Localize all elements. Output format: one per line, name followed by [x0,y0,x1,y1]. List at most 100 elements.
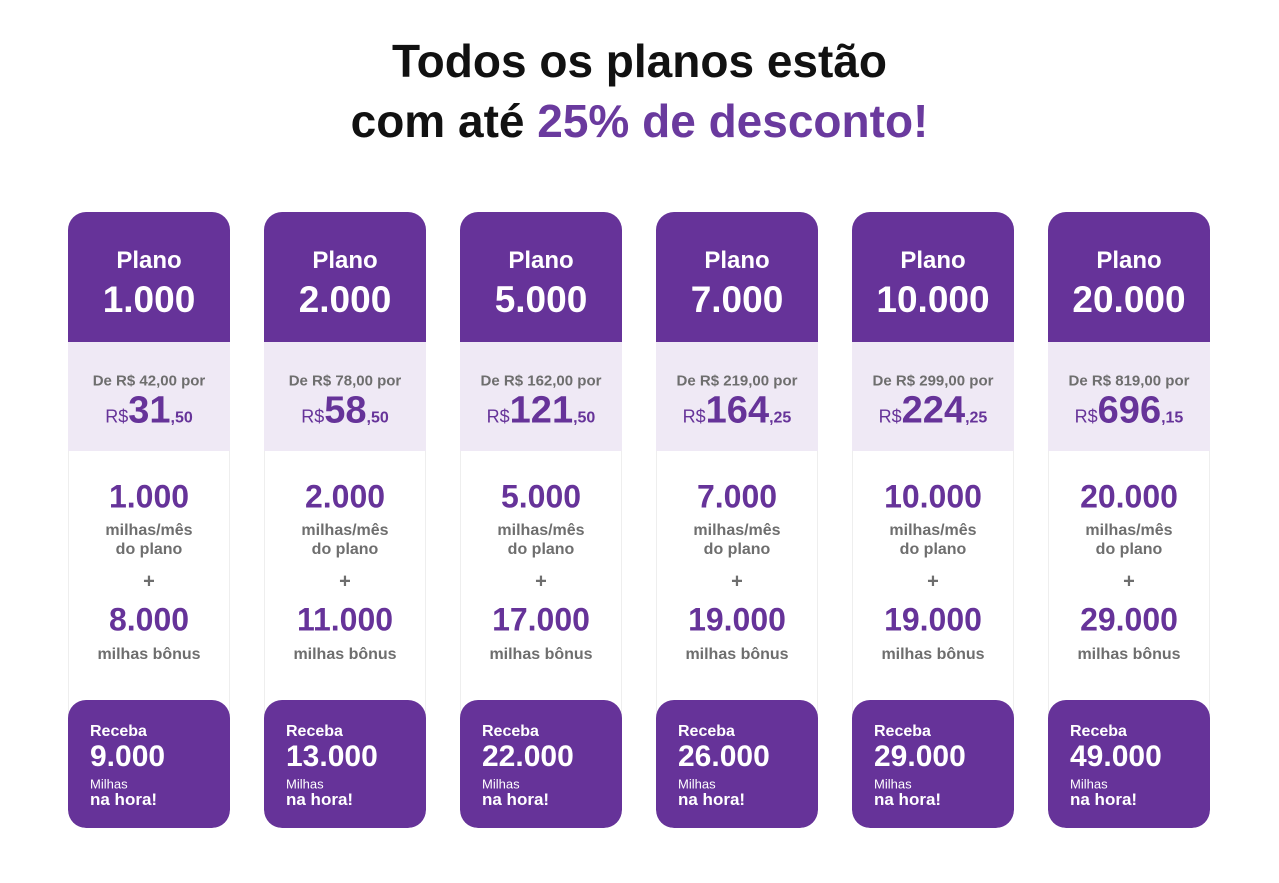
receive-label: Receba [678,723,735,740]
bonus-miles: 8.000 [108,601,190,638]
price-cents: ,25 [769,409,792,427]
price-box [656,342,818,451]
monthly-label: milhas/mês [301,522,389,539]
plan-label: Plano [312,247,378,274]
plan-card: Plano 7.000 De R$ 219,00 por R$164,25 7.000 m… [656,212,818,828]
monthly-label: do plano [507,541,575,558]
now-label: na hora! [286,790,354,809]
price: R$696,15 [1048,390,1210,433]
receive-label: Receba [874,723,931,740]
total-box [460,700,622,828]
price-cents: ,50 [573,409,596,427]
currency: R$ [878,406,902,427]
plan-header [264,212,426,342]
total-miles: 26.000 [678,740,770,773]
headline-highlight: 25% de desconto! [537,95,929,147]
total-miles: 29.000 [874,740,966,773]
monthly-miles: 20.000 [1080,478,1178,515]
receive-label: Receba [286,723,343,740]
bonus-label: milhas bônus [1077,646,1181,663]
price-cents: ,25 [965,409,988,427]
plan-header [1048,212,1210,342]
currency: R$ [301,406,325,427]
monthly-label: do plano [1095,541,1163,558]
plus: + [535,570,547,593]
plus: + [927,570,939,593]
plus: + [731,570,743,593]
monthly-label: do plano [115,541,183,558]
plan-label: Plano [1096,247,1162,274]
plan-label: Plano [116,247,182,274]
plan-header [656,212,818,342]
old-price: De R$ 42,00 por [92,372,206,390]
receive-label: Receba [1070,723,1127,740]
monthly-label: milhas/mês [1085,522,1173,539]
total-miles: 13.000 [286,740,378,773]
plan-name: 2.000 [298,279,392,320]
monthly-label: do plano [311,541,379,558]
old-price: De R$ 162,00 por [480,372,602,390]
total-box [264,700,426,828]
monthly-label: milhas/mês [889,522,977,539]
bonus-miles: 19.000 [688,601,786,638]
plus: + [143,570,155,593]
price: R$58,50 [264,390,426,433]
price-int: 58 [324,389,367,432]
bonus-miles: 17.000 [492,601,590,638]
price-box [68,342,230,451]
price-box [460,342,622,451]
plan-label: Plano [704,247,770,274]
miles-label: Milhas [482,776,520,792]
price: R$164,25 [656,390,818,433]
plan-card: Plano 2.000 De R$ 78,00 por R$58,50 2.000 mil… [264,212,426,828]
plan-label: Plano [508,247,574,274]
bonus-miles: 29.000 [1080,601,1178,638]
miles-label: Milhas [1070,776,1108,792]
currency: R$ [486,406,510,427]
plan-name: 5.000 [494,279,588,320]
price-cents: ,50 [170,409,193,427]
plan-name: 10.000 [876,279,990,320]
old-price: De R$ 219,00 por [676,372,798,390]
plus: + [1123,570,1135,593]
monthly-label: do plano [899,541,967,558]
monthly-miles: 2.000 [304,478,386,515]
bonus-label: milhas bônus [293,646,397,663]
monthly-label: milhas/mês [497,522,585,539]
plan-header [68,212,230,342]
price: R$31,50 [68,390,230,433]
total-miles: 49.000 [1070,740,1162,773]
old-price: De R$ 299,00 por [872,372,994,390]
plan-header [460,212,622,342]
price-box [852,342,1014,451]
plan-name: 20.000 [1072,279,1186,320]
plan-card: Plano 1.000 De R$ 42,00 por R$31,50 1.000 mil… [68,212,230,828]
price-int: 164 [705,389,770,432]
total-miles: 9.000 [90,740,166,773]
miles-label: Milhas [90,776,128,792]
now-label: na hora! [90,790,158,809]
price: R$224,25 [852,390,1014,433]
now-label: na hora! [482,790,550,809]
old-price: De R$ 819,00 por [1068,372,1190,390]
headline-prefix: com até [350,95,525,147]
price-int: 224 [901,389,966,432]
headline: Todos os planos estão [392,35,887,87]
bonus-label: milhas bônus [685,646,789,663]
old-price: De R$ 78,00 por [288,372,402,390]
miles-label: Milhas [874,776,912,792]
bonus-label: milhas bônus [97,646,201,663]
now-label: na hora! [1070,790,1138,809]
currency: R$ [1074,406,1098,427]
price-box [264,342,426,451]
bonus-miles: 11.000 [296,601,394,638]
receive-label: Receba [90,723,147,740]
plan-label: Plano [900,247,966,274]
plan-card: Plano 20.000 De R$ 819,00 por R$696,15 20.00… [1048,212,1210,828]
miles-label: Milhas [286,776,324,792]
monthly-label: milhas/mês [105,522,193,539]
bonus-label: milhas bônus [489,646,593,663]
headline: com até 25% de desconto! [0,94,1279,148]
monthly-label: milhas/mês [693,522,781,539]
